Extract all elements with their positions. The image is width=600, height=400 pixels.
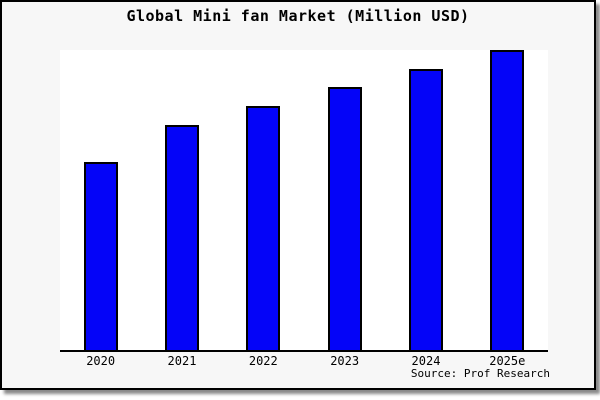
chart-frame: Global Mini fan Market (Million USD) 202… — [0, 0, 596, 390]
chart-title: Global Mini fan Market (Million USD) — [126, 7, 470, 25]
x-axis-labels: 2020 2021 2022 2023 2024 2025e — [60, 354, 548, 368]
bar-2024 — [408, 69, 443, 350]
bar-slot — [223, 50, 304, 350]
bar-slot — [385, 50, 466, 350]
bar-slot — [141, 50, 222, 350]
bar-slot — [467, 50, 548, 350]
bar-slot — [304, 50, 385, 350]
bar-2020 — [83, 162, 118, 350]
plot-area — [60, 50, 548, 352]
bar-2025e — [490, 50, 525, 350]
bar-2021 — [164, 125, 199, 350]
source-note: Source: Prof Research — [410, 367, 550, 380]
bar-2023 — [327, 87, 362, 350]
x-tick-label-2022: 2022 — [248, 354, 278, 368]
bar-2022 — [246, 106, 281, 350]
x-tick-label-2020: 2020 — [86, 354, 116, 368]
x-tick-label-2023: 2023 — [330, 354, 360, 368]
bar-slot — [60, 50, 141, 350]
x-tick-label-2024: 2024 — [411, 354, 441, 368]
x-tick-label-2021: 2021 — [167, 354, 197, 368]
x-tick-label-2025e: 2025e — [489, 354, 526, 368]
